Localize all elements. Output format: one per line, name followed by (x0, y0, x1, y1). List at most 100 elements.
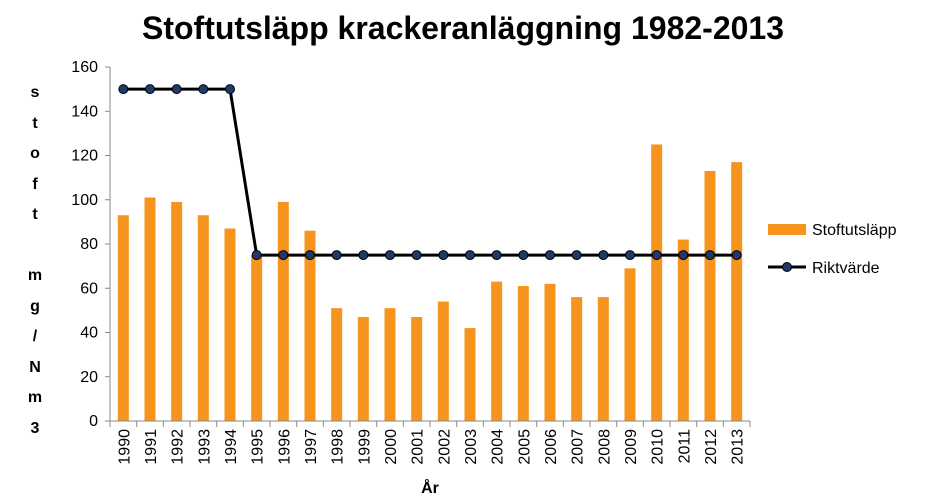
line-series (118, 84, 742, 261)
y-axis-label-char: g (30, 297, 40, 315)
bar (651, 144, 663, 421)
bar (331, 308, 343, 421)
y-tick-label: 60 (80, 280, 98, 297)
y-axis-label-char: o (30, 145, 40, 162)
line-point (331, 250, 342, 261)
x-axis-label: År (421, 480, 439, 497)
y-tick-label: 120 (71, 148, 98, 165)
line-point (651, 250, 662, 261)
line-point (358, 250, 369, 261)
line-point (598, 250, 609, 261)
y-tick-label: 40 (80, 325, 98, 342)
legend-swatch-marker (782, 262, 792, 272)
x-tick-label: 2000 (383, 429, 400, 465)
x-tick-label: 1998 (330, 429, 347, 465)
bar (251, 255, 263, 421)
line-point (731, 250, 742, 261)
line-point (385, 250, 395, 261)
x-tick-label: 2005 (516, 429, 533, 465)
x-tick-label: 1999 (356, 429, 373, 465)
x-tick-label: 2010 (650, 429, 667, 465)
bar (117, 215, 129, 421)
legend-label-line: Riktvärde (812, 260, 880, 277)
x-tick-label: 2001 (410, 429, 427, 465)
bar (224, 228, 236, 421)
x-tick-label: 1993 (196, 429, 213, 465)
y-tick-label: 0 (89, 413, 98, 430)
bar (144, 197, 156, 421)
line-point (571, 250, 582, 261)
x-tick-label: 1994 (223, 429, 240, 465)
legend: Stoftutsläpp Riktvärde (768, 222, 897, 277)
x-tick-label: 2008 (596, 429, 613, 465)
x-tick-label: 2006 (543, 429, 560, 465)
bar-series (117, 144, 743, 421)
y-axis-label-char: 3 (30, 419, 40, 437)
y-axis-label-char: m (27, 267, 43, 284)
line-point (518, 250, 529, 261)
bar (491, 281, 503, 421)
bar (171, 201, 183, 421)
line-point (678, 250, 689, 261)
line-point (705, 250, 715, 261)
x-tick-label: 2013 (730, 429, 747, 465)
line-point (411, 250, 422, 261)
y-axis-label-char: t (32, 206, 38, 223)
bar (704, 170, 716, 421)
x-tick-label: 1995 (250, 429, 267, 465)
bar (597, 297, 609, 421)
line-point (438, 250, 449, 261)
y-tick-label: 20 (80, 369, 98, 386)
bar (624, 268, 636, 421)
y-axis-label-char: s (30, 84, 40, 101)
y-axis-label-char: N (29, 358, 41, 376)
x-tick-label: 2012 (703, 429, 720, 465)
x-tick-label: 2002 (436, 429, 453, 465)
line-point (145, 84, 155, 95)
bar (517, 286, 529, 421)
x-tick-label: 1992 (170, 429, 187, 465)
x-tick-label: 2003 (463, 429, 480, 465)
line-point (545, 250, 555, 261)
y-axis-label-char: / (32, 328, 38, 345)
line-point (305, 250, 315, 261)
line-point (225, 84, 235, 95)
chart-title: Stoftutsläpp krackeranläggning 1982-2013 (142, 10, 784, 46)
bar (304, 230, 316, 421)
legend-swatch-bar (768, 224, 806, 235)
bar (437, 301, 449, 421)
line-point (491, 250, 502, 261)
bar (277, 201, 289, 421)
y-axis-label-char: m (27, 389, 43, 406)
bar (677, 239, 689, 421)
bar (571, 297, 583, 421)
x-tick-label: 1997 (303, 429, 320, 465)
line-point (118, 84, 129, 95)
bar (464, 328, 476, 421)
bar (411, 317, 423, 421)
line-point (278, 250, 289, 261)
x-tick-label: 2011 (676, 429, 693, 464)
x-tick-label: 1990 (116, 429, 133, 465)
line-point (465, 250, 475, 261)
y-tick-label: 80 (80, 236, 98, 253)
series-line (123, 87, 737, 257)
bar (357, 317, 369, 421)
y-tick-label: 140 (71, 103, 98, 120)
bar (384, 308, 396, 421)
bar (544, 283, 556, 421)
y-axis-label-char: f (32, 175, 38, 193)
y-axis-label-char: t (32, 114, 38, 132)
x-tick-label: 2009 (623, 429, 640, 465)
bar (731, 162, 743, 421)
y-tick-label: 160 (71, 59, 98, 76)
x-tick-label: 1991 (143, 429, 160, 465)
y-tick-label: 100 (71, 192, 98, 209)
line-point (251, 250, 262, 261)
line-point (198, 84, 209, 95)
x-tick-label: 1996 (276, 429, 293, 465)
line-point (171, 84, 182, 95)
legend-label-bar: Stoftutsläpp (812, 222, 897, 239)
